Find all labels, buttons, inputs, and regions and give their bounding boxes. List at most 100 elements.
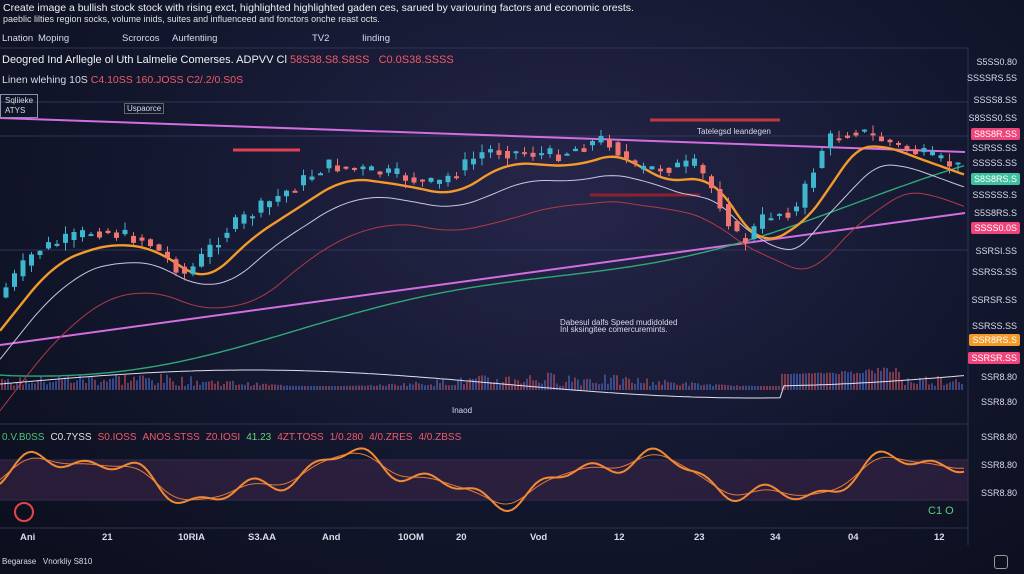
candle-body: [63, 233, 68, 243]
candle-body: [233, 217, 238, 230]
candle-body: [394, 168, 400, 174]
candle-body: [522, 152, 527, 155]
price-label: SSR8.80: [980, 397, 1017, 407]
candle-body: [275, 195, 281, 202]
caption: Create image a bullish stock stock with …: [3, 2, 634, 14]
time-label: 10RIA: [178, 532, 205, 543]
time-label: S3.AA: [248, 532, 276, 543]
time-label: 20: [456, 532, 467, 543]
candle-body: [122, 229, 128, 235]
price-label: SSR8.80: [980, 488, 1017, 498]
candle-body: [717, 189, 723, 209]
candle-body: [462, 159, 468, 171]
time-label: 12: [934, 532, 945, 543]
candle-body: [564, 153, 570, 156]
candle-body: [887, 139, 893, 143]
candle-body: [445, 175, 451, 183]
annotation: Uspaorce: [124, 103, 165, 114]
candle-body: [165, 251, 170, 258]
candle-body: [97, 231, 102, 238]
price-label: SSRSR.SS: [968, 352, 1020, 364]
record-icon[interactable]: [14, 502, 34, 522]
candle-body: [794, 206, 799, 212]
candle-body: [199, 253, 204, 267]
candle-body: [921, 148, 927, 153]
candle-body: [284, 190, 289, 197]
candle-body: [496, 150, 502, 155]
label: Vnorkliy S810: [42, 557, 93, 566]
candle-body: [853, 132, 859, 136]
label: ATYS: [5, 106, 26, 115]
settings-icon[interactable]: [994, 555, 1008, 569]
price-label: SSSSSS.S: [972, 190, 1017, 200]
candle-body: [649, 166, 655, 170]
candle-body: [513, 151, 519, 154]
candle-body: [352, 167, 357, 170]
ma-red: [0, 192, 965, 412]
candle-body: [88, 234, 94, 237]
candle-body: [539, 153, 544, 156]
candle-body: [148, 239, 153, 247]
label: Begarase: [2, 557, 37, 566]
indicator-value: 1/0.280: [329, 432, 364, 443]
label: Sqliieke: [5, 96, 34, 105]
candle-body: [318, 173, 323, 176]
candle-body: [420, 179, 425, 182]
value: C2/.2/0.S0S: [186, 74, 244, 86]
candle-body: [904, 146, 910, 150]
candle-body: [12, 273, 17, 287]
candle-body: [930, 151, 935, 156]
time-label: Ani: [20, 532, 36, 543]
candle-body: [20, 260, 26, 277]
candle-body: [802, 183, 808, 208]
price-label: S5SS0.80: [976, 57, 1017, 67]
status-indicator: C1 O: [928, 505, 954, 517]
candle-body: [360, 166, 366, 170]
candle-body: [386, 168, 391, 173]
candle-body: [190, 266, 196, 275]
candle-body: [785, 212, 791, 218]
toolbar-button[interactable]: Aurfentiing: [172, 33, 218, 44]
price-label: S8S8RS.S: [970, 173, 1020, 185]
candle-body: [46, 242, 51, 249]
ma-orange: [0, 145, 965, 332]
caption: paeblic lilties region socks, volume ini…: [3, 14, 380, 24]
candle-body: [811, 172, 816, 188]
candle-body: [675, 162, 680, 168]
candle-body: [556, 154, 561, 162]
trendline: [0, 117, 966, 153]
toolbar-button[interactable]: Scrorcos: [122, 33, 160, 44]
candle-body: [411, 177, 417, 183]
price-label: SSRSR.SS: [971, 295, 1017, 305]
value: C0.0S38.SSSS: [378, 54, 454, 66]
candle-body: [377, 171, 383, 175]
candle-body: [207, 244, 213, 257]
indicator-value: S0.IOSS: [97, 432, 137, 443]
candle-body: [590, 141, 595, 146]
candle-body: [641, 165, 646, 170]
header-sub: Linen wlehing 10S C4.10SS 160.JOSS C2/.2…: [2, 74, 243, 86]
toolbar-button[interactable]: TV2: [312, 33, 330, 44]
candle-body: [692, 158, 697, 166]
candle-body: [114, 232, 119, 238]
price-label: SSSSS.SS: [972, 158, 1017, 168]
candle-body: [428, 177, 434, 182]
candle-body: [173, 259, 179, 273]
candle-body: [734, 221, 740, 232]
candle-body: [666, 167, 672, 173]
indicator-value: Z0.IOSI: [205, 432, 241, 443]
candle-body: [836, 138, 842, 141]
toolbar-button[interactable]: Lnation: [2, 33, 34, 44]
candle-body: [632, 160, 638, 164]
candle-body: [54, 243, 60, 246]
indicator-value: C0.7YSS: [50, 432, 92, 443]
trendline: [0, 212, 966, 346]
title: Deogred Ind Arllegle ol Uth Lalmelie Com…: [2, 54, 287, 66]
indicator-value: 4/0.ZRES: [369, 432, 413, 443]
toolbar-button[interactable]: Moping: [38, 33, 70, 44]
candle-body: [488, 149, 493, 153]
oscillator-line: [0, 447, 965, 513]
toolbar-button[interactable]: Iinding: [362, 33, 390, 44]
annotation: Inl sksingitee comercuremints.: [560, 325, 668, 334]
